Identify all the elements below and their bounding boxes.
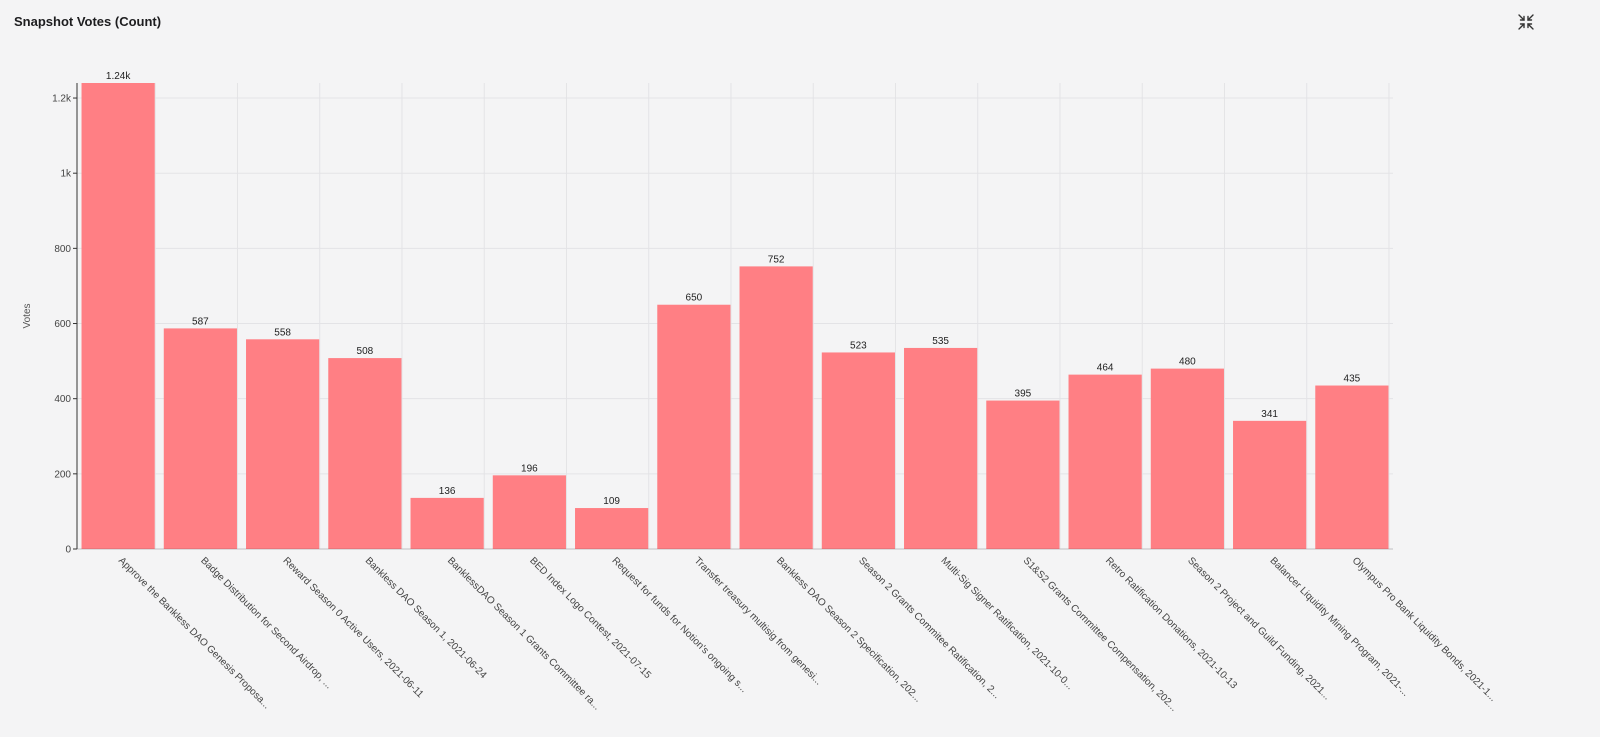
bar (904, 347, 978, 549)
bar (410, 497, 484, 549)
x-tick-label: BanklessDAO Season 1 Grants Committee ra… (445, 555, 602, 712)
data-label: 535 (932, 336, 949, 347)
bar (1315, 385, 1389, 549)
data-label: 464 (1097, 363, 1114, 374)
data-label: 196 (521, 463, 538, 474)
y-tick-label: 1.2k (52, 94, 72, 105)
x-tick-label: S1&S2 Grants Committee Compensation, 202… (1021, 555, 1179, 713)
x-tick-label: Season 2 Project and Guild Funding, 2021… (1185, 555, 1332, 702)
x-tick-label: Retro Ratification Donations, 2021-10-13 (1103, 555, 1239, 691)
y-tick-label: 600 (54, 319, 71, 330)
y-tick-label: 200 (54, 469, 71, 480)
x-tick-label: Balancer Liquidity Mining Program, 2021-… (1268, 555, 1411, 698)
data-label: 395 (1015, 389, 1032, 400)
x-tick-label: Olympus Pro Bank Liquidity Bonds, 2021-1… (1350, 555, 1498, 703)
bar (163, 328, 237, 549)
data-label: 587 (192, 316, 209, 327)
bar (1233, 420, 1307, 549)
x-tick-label: Request for funds for Notion's ongoing s… (610, 555, 750, 695)
y-tick-label: 0 (65, 545, 71, 556)
data-label: 1.24k (106, 71, 131, 82)
data-label: 752 (768, 254, 785, 265)
y-tick-label: 400 (54, 394, 71, 405)
data-label: 109 (603, 496, 620, 507)
x-tick-label: Reward Season 0 Active Users, 2021-06-11 (281, 555, 426, 700)
x-tick-label: Bankless DAO Season 2 Specification, 202… (774, 555, 923, 704)
data-label: 558 (274, 327, 291, 338)
bar (1068, 374, 1142, 549)
data-label: 341 (1261, 409, 1278, 420)
x-tick-label: Approve the Bankless DAO Genesis Proposa… (116, 555, 272, 711)
collapse-button[interactable] (1514, 10, 1538, 34)
bar (492, 475, 566, 549)
y-tick-label: 800 (54, 244, 71, 255)
data-label: 136 (439, 486, 456, 497)
data-label: 508 (357, 346, 374, 357)
data-label: 650 (686, 293, 703, 304)
x-tick-label: Multi-Sig Signer Ratification, 2021-10-0… (939, 555, 1076, 692)
bar (81, 83, 155, 549)
x-tick-label: Transfer treasury multisig from genesi..… (692, 555, 824, 687)
chart-title: Snapshot Votes (Count) (14, 14, 162, 29)
collapse-arrows-icon (1518, 14, 1534, 30)
bar (821, 352, 895, 549)
bar (328, 358, 402, 549)
bar (1150, 368, 1224, 549)
y-axis-title: Votes (22, 303, 33, 328)
bar (739, 266, 813, 549)
bar (246, 339, 320, 549)
bar (657, 304, 731, 549)
bar (575, 508, 649, 549)
bar (986, 400, 1060, 549)
data-label: 480 (1179, 357, 1196, 368)
x-tick-label: Badge Distribution for Second Airdrop, .… (198, 555, 334, 691)
x-tick-label: Season 2 Grants Commitee Ratification, 2… (856, 555, 1002, 701)
data-label: 435 (1344, 374, 1361, 385)
data-label: 523 (850, 340, 867, 351)
y-tick-label: 1k (60, 169, 72, 180)
